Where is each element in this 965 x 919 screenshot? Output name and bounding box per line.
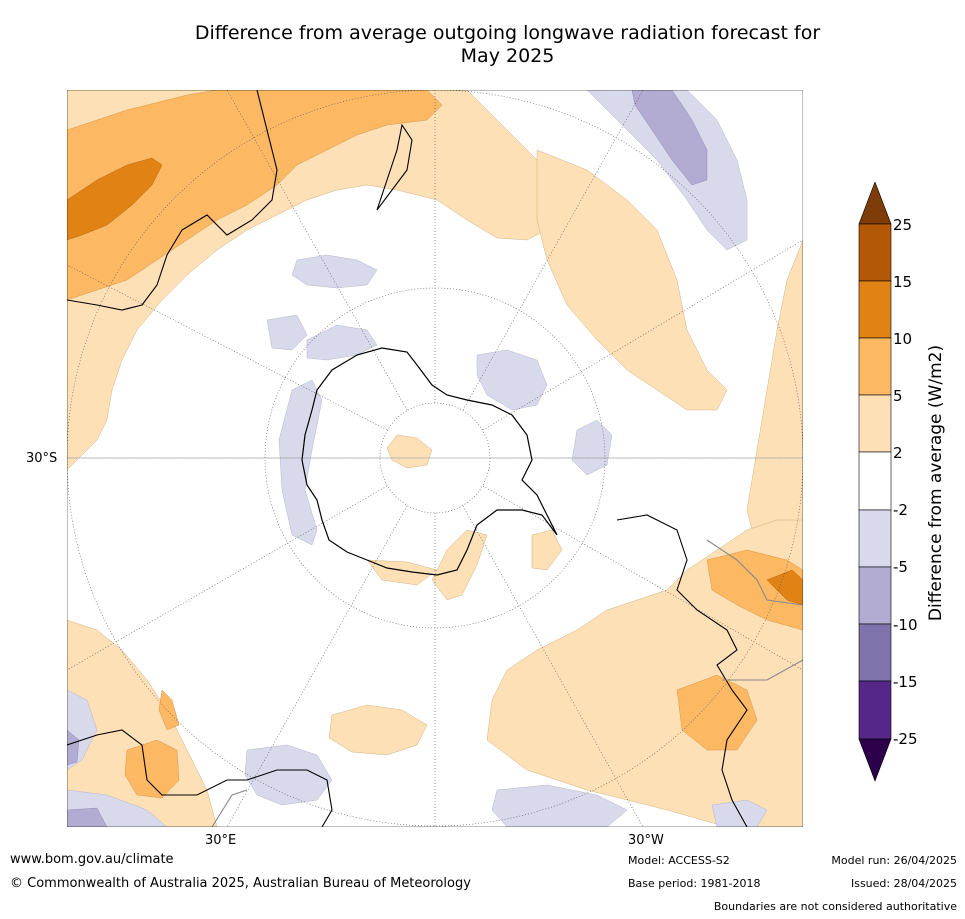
colorbar-bin-15-25 — [858, 223, 892, 282]
colorbar-tick: -2 — [893, 501, 908, 519]
colorbar-tick: 25 — [893, 216, 913, 234]
colorbar-tick: 2 — [893, 444, 903, 462]
anomaly-5-10-regions — [67, 90, 803, 799]
lat-label-30s: 30°S — [26, 451, 58, 466]
anomaly-minus10-minus5-regions — [67, 90, 708, 827]
footer-url[interactable]: www.bom.gov.au/climate — [10, 852, 174, 867]
colorbar — [858, 182, 892, 782]
footer-copyright: © Commonwealth of Australia 2025, Austra… — [10, 876, 471, 891]
colorbar-tick: -5 — [893, 558, 908, 576]
anomaly-10-15-regions — [67, 157, 803, 606]
continent-outlines — [67, 90, 748, 827]
colorbar-bin-2-5 — [858, 394, 892, 453]
colorbar-bin-m25-m15 — [858, 680, 892, 740]
colorbar-bin-10-15 — [858, 280, 892, 339]
colorbar-tick: 15 — [893, 273, 913, 291]
colorbar-bin-neutral — [858, 451, 892, 511]
colorbar-title: Difference from average (W/m2) — [926, 344, 946, 622]
anomaly-map — [67, 90, 803, 827]
antarctica-coastline — [301, 347, 558, 576]
colorbar-tick: -25 — [893, 730, 918, 748]
lon-label-30w: 30°W — [628, 833, 664, 848]
colorbar-extend-bottom — [858, 738, 892, 782]
footer-model-run: Model run: 26/04/2025 — [831, 854, 957, 867]
colorbar-tick: 10 — [893, 330, 913, 348]
footer-issued: Issued: 28/04/2025 — [850, 877, 957, 890]
title-line-2: May 2025 — [460, 45, 555, 67]
colorbar-bin-5-10 — [858, 337, 892, 396]
colorbar-bin-m10-m5 — [858, 566, 892, 625]
lon-label-30e: 30°E — [205, 833, 237, 848]
country-borders — [211, 539, 803, 827]
colorbar-bin-m5-m2 — [858, 509, 892, 568]
colorbar-extend-top — [858, 182, 892, 225]
colorbar-tick: 5 — [893, 387, 903, 405]
footer-disclaimer: Boundaries are not considered authoritat… — [713, 900, 957, 913]
footer-base-period: Base period: 1981-2018 — [628, 877, 761, 890]
anomaly-minus5-minus2-regions — [67, 90, 768, 827]
footer-model: Model: ACCESS-S2 — [628, 854, 730, 867]
title-line-1: Difference from average outgoing longwav… — [194, 22, 821, 44]
map-title: Difference from average outgoing longwav… — [100, 22, 915, 68]
colorbar-tick: -15 — [893, 673, 918, 691]
colorbar-bin-m15-m10 — [858, 623, 892, 682]
colorbar-tick: -10 — [893, 616, 918, 634]
